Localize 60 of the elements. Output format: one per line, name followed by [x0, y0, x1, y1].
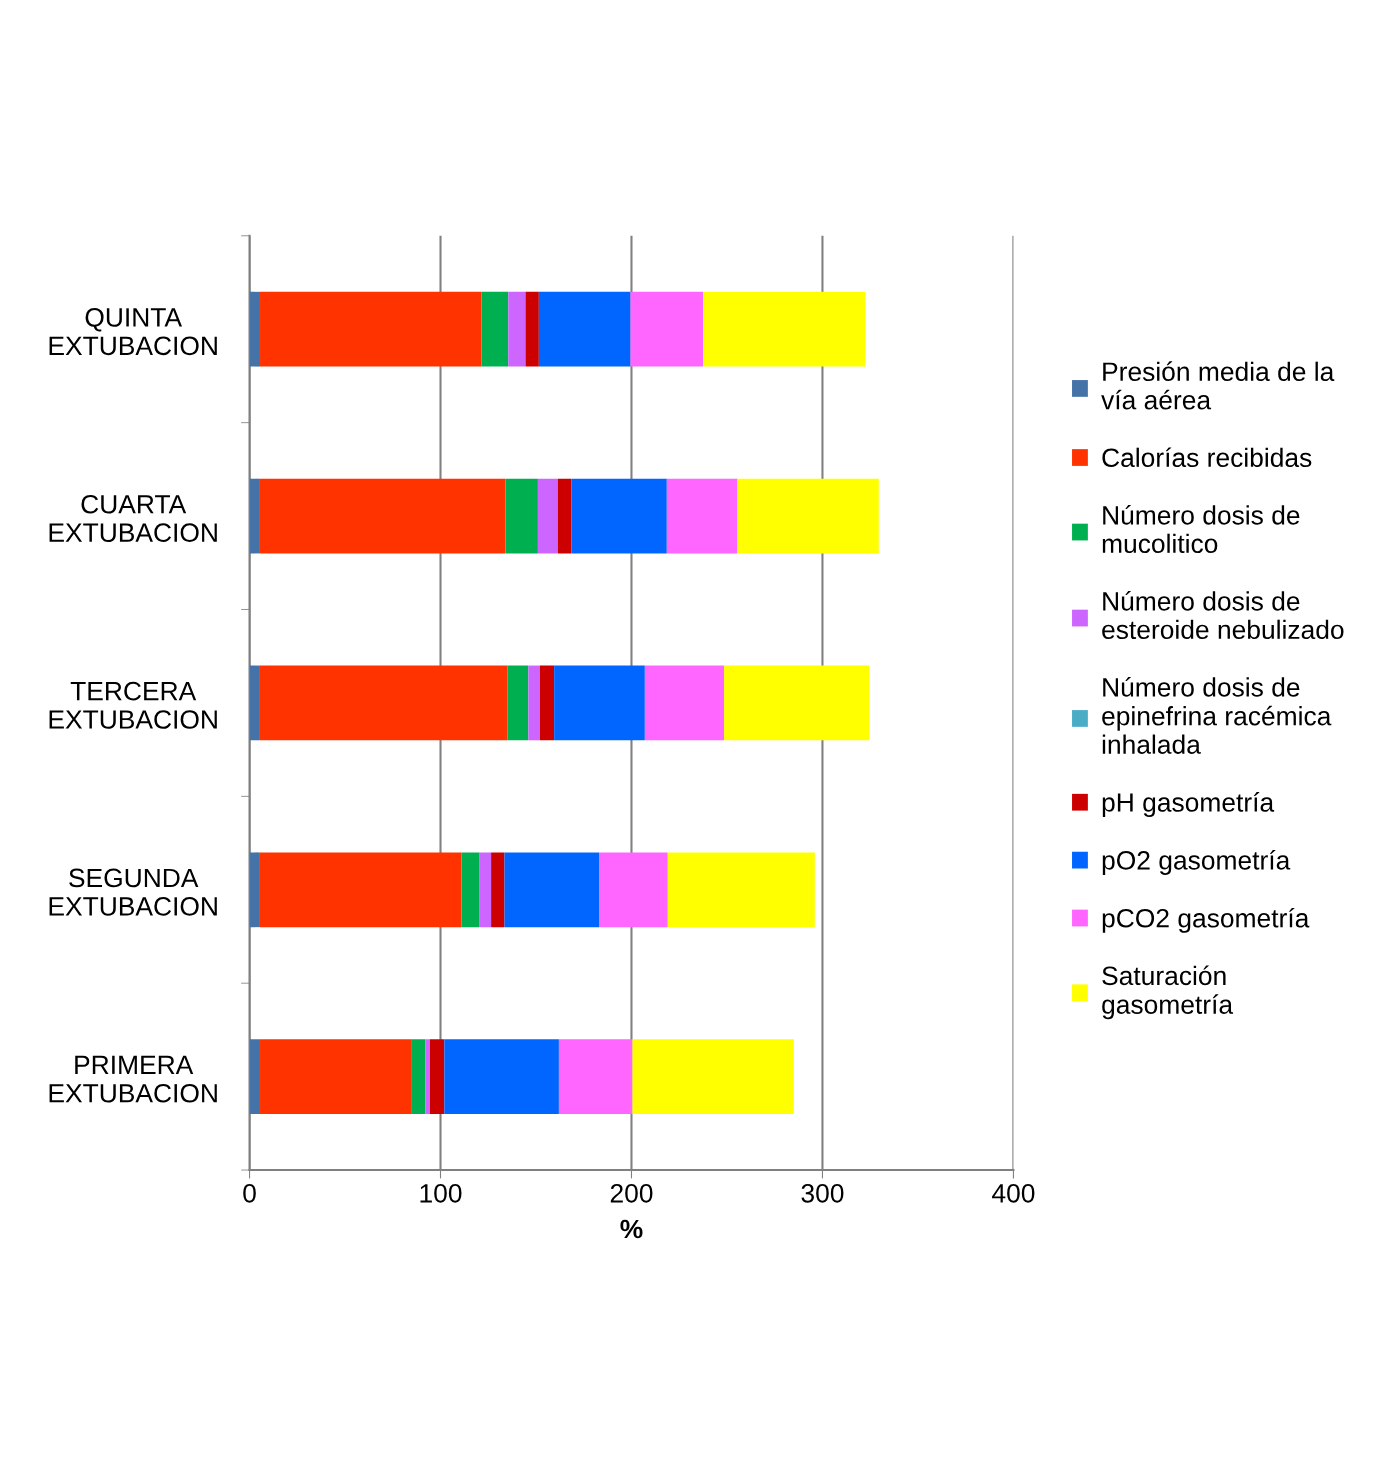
- bar: [430, 1039, 445, 1114]
- legend-label: pH gasometría: [1102, 792, 1275, 818]
- legend-label: pO2 gasometría: [1102, 849, 1291, 875]
- bar: [444, 1039, 559, 1114]
- y-tick-label: SEGUNDA EXTUBACION: [49, 868, 217, 916]
- bar: [632, 1039, 794, 1114]
- legend-label: Número dosis de epinefrina racémica inhalada: [1102, 676, 1332, 754]
- bar: [479, 852, 492, 928]
- legend-label: pCO2 gasometría: [1102, 907, 1310, 933]
- legend-label: Número dosis de mucolitico: [1102, 504, 1300, 554]
- bar: [425, 1039, 430, 1114]
- bar: [411, 1039, 426, 1114]
- bar: [461, 852, 480, 928]
- bar: [630, 291, 704, 367]
- legend-label: Saturación gasometría: [1102, 965, 1234, 1020]
- bar: [249, 665, 260, 741]
- bar: [259, 478, 506, 554]
- bar: [507, 665, 529, 741]
- y-tick-label: QUINTA EXTUBACION: [49, 308, 217, 356]
- bar: [703, 291, 866, 367]
- bar: [491, 852, 505, 928]
- bar: [724, 665, 870, 741]
- y-tick-label: TERCERA EXTUBACION: [49, 681, 217, 729]
- bar: [528, 665, 540, 741]
- bar: [538, 291, 631, 367]
- bar: [249, 852, 260, 928]
- bar: [249, 291, 261, 367]
- x-tick-label: 300: [801, 1183, 844, 1203]
- bar: [504, 852, 600, 928]
- bar: [666, 478, 738, 554]
- bar: [259, 852, 462, 928]
- legend-label: Calorías recibidas: [1102, 447, 1312, 468]
- legend-label: Número dosis de esteroide nebulizado: [1102, 590, 1344, 640]
- bar: [554, 665, 645, 741]
- bar: [667, 852, 815, 928]
- y-tick-label: CUARTA EXTUBACION: [49, 494, 217, 543]
- x-axis-title: %: [620, 1219, 643, 1239]
- bar: [558, 1039, 633, 1114]
- bar: [557, 478, 572, 554]
- legend-label: Presión media de la vía aérea: [1101, 361, 1335, 410]
- y-tick-label: PRIMERA EXTUBACION: [49, 1055, 217, 1103]
- bar: [260, 1039, 412, 1114]
- bar: [539, 665, 555, 741]
- x-tick-label: 0: [243, 1183, 256, 1203]
- x-tick-label: 400: [992, 1183, 1035, 1203]
- bar: [249, 1039, 261, 1114]
- bar: [525, 291, 539, 367]
- x-tick-label: 200: [610, 1183, 653, 1203]
- bar: [249, 478, 260, 554]
- x-tick-label: 100: [420, 1183, 462, 1203]
- bar: [571, 478, 667, 554]
- bar: [481, 291, 509, 367]
- bar: [737, 478, 879, 554]
- bar: [259, 665, 508, 741]
- bar: [644, 665, 725, 741]
- bar: [505, 478, 538, 554]
- bar: [537, 478, 557, 554]
- bar: [508, 291, 526, 367]
- bar: [599, 852, 668, 928]
- bar: [260, 291, 482, 367]
